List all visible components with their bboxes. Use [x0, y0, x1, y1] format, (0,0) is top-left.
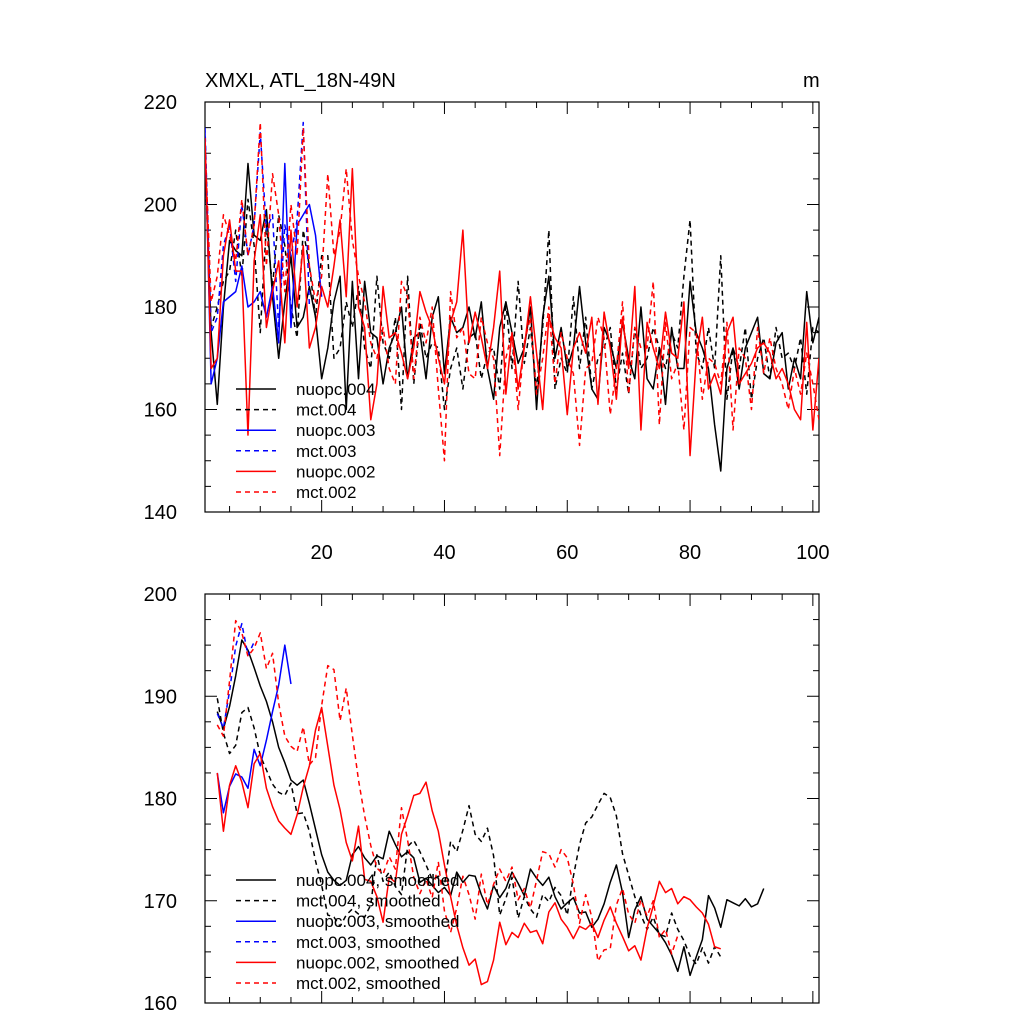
series-line-mct-002 [205, 121, 819, 462]
legend-label: mct.002 [296, 483, 356, 502]
legend-label: mct.002, smoothed [296, 974, 441, 993]
bottom-panel: 160 170 180 190 200 nuopc.004, smoothed mct.0… [144, 584, 820, 1015]
legend-label: nuopc.004, smoothed [296, 871, 460, 890]
series-line-nuopc-002 [205, 137, 819, 457]
series-line-mct-004-smoothed [216, 698, 722, 965]
bottom-plot-area: 160 170 180 190 200 [144, 584, 820, 1015]
x-tick-label: 60 [556, 542, 578, 564]
legend-label: nuopc.003, smoothed [296, 912, 460, 931]
series-line-nuopc-002-smoothed [216, 706, 721, 986]
legend-label: mct.003 [296, 442, 356, 461]
top-plot-area: 140 160 180 200 220 20 40 60 80 100 [144, 92, 830, 564]
x-tick-label: 100 [796, 542, 829, 564]
x-tick-label: 40 [433, 542, 455, 564]
series-line-nuopc-003 [205, 132, 323, 385]
legend-label: mct.004 [296, 401, 356, 420]
legend-label: nuopc.004 [296, 380, 375, 399]
legend-label: mct.004, smoothed [296, 892, 441, 911]
x-tick-label: 20 [311, 542, 333, 564]
y-tick-label: 180 [144, 297, 177, 319]
series-line-mct-004 [205, 163, 819, 411]
y-tick-label: 170 [144, 891, 177, 913]
top-title: XMXL, ATL_18N-49N [205, 70, 396, 92]
y-tick-label: 140 [144, 502, 177, 524]
series-group [205, 121, 819, 472]
y-tick-label: 190 [144, 686, 177, 708]
y-tick-label: 160 [144, 993, 177, 1015]
top-panel: XMXL, ATL_18N-49N m 140 160 180 200 220 20 40 6… [144, 70, 830, 564]
series-group [216, 619, 765, 986]
series-line-mct-002-smoothed [216, 619, 679, 962]
y-tick-label: 200 [144, 195, 177, 217]
legend-label: nuopc.003 [296, 421, 375, 440]
legend-label: nuopc.002, smoothed [296, 953, 460, 972]
legend-label: mct.003, smoothed [296, 933, 441, 952]
top-units: m [803, 70, 820, 92]
legend-label: nuopc.002 [296, 462, 375, 481]
x-tick-label: 80 [679, 542, 701, 564]
y-tick-label: 220 [144, 92, 177, 114]
series-line-nuopc-004-smoothed [216, 639, 765, 977]
y-tick-label: 200 [144, 584, 177, 606]
y-tick-label: 160 [144, 400, 177, 422]
y-tick-label: 180 [144, 789, 177, 811]
